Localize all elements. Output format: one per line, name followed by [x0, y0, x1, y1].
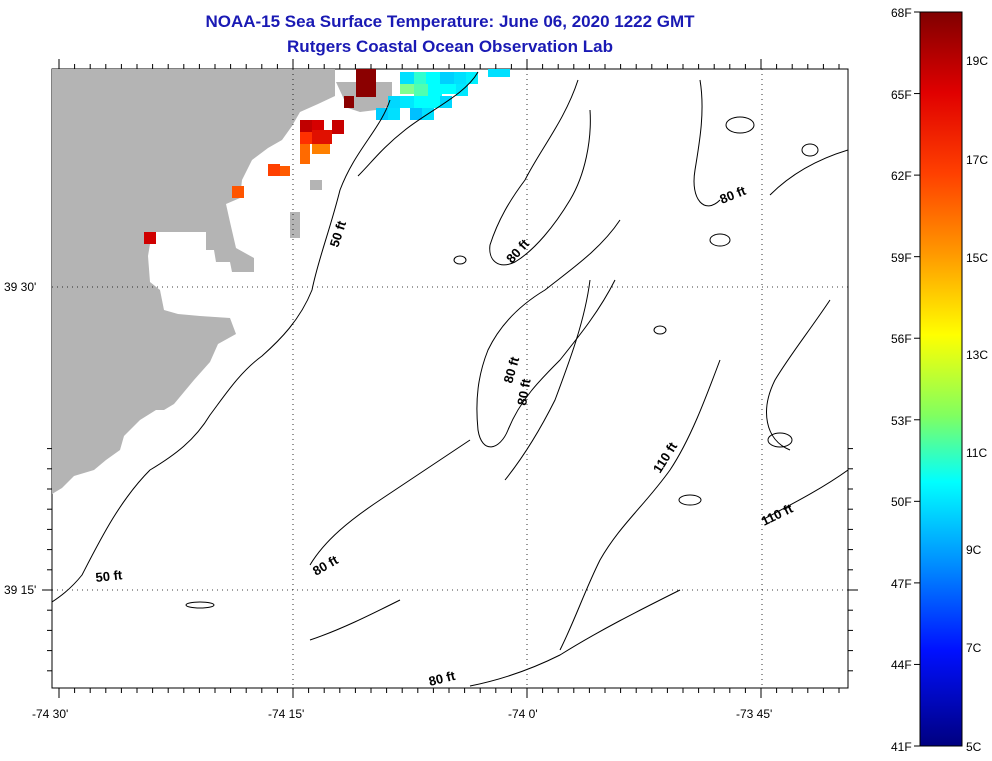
colorbar-gradient: [919, 11, 963, 747]
colorbar-f-label: 53F: [891, 414, 912, 428]
colorbar-c-label: 19C: [966, 54, 988, 68]
lon-label: -73 45': [736, 707, 772, 721]
lat-label: 39 30': [4, 280, 36, 294]
colorbar-f-label: 68F: [891, 6, 912, 20]
lon-label: -74 30': [32, 707, 68, 721]
land-patch: [96, 326, 140, 360]
graticule: [52, 69, 848, 688]
colorbar-f-label: 41F: [891, 740, 912, 754]
land-patch: [290, 212, 300, 238]
bathymetry-contours: [52, 71, 848, 687]
colorbar-f-label: 56F: [891, 332, 912, 346]
colorbar-f-label: 47F: [891, 577, 912, 591]
contour-label: 80 ft: [514, 377, 534, 407]
colorbar-f-label: 44F: [891, 658, 912, 672]
contour-label: 50 ft: [95, 567, 124, 585]
colorbar-f-label: 62F: [891, 169, 912, 183]
colorbar-f-label: 50F: [891, 495, 912, 509]
contour-label: 80 ft: [427, 668, 457, 689]
colorbar-c-label: 9C: [966, 543, 982, 557]
map-title: NOAA-15 Sea Surface Temperature: June 06…: [205, 12, 695, 31]
colorbar-f-label: 59F: [891, 251, 912, 265]
colorbar-c-label: 5C: [966, 740, 982, 754]
colorbar-f-label: 65F: [891, 88, 912, 102]
lon-label: -74 0': [508, 707, 538, 721]
land-mass: [52, 69, 335, 494]
axis-labels: 39 30' 39 15' -74 30' -74 15' -74 0' -73…: [4, 280, 772, 721]
lat-label: 39 15': [4, 583, 36, 597]
colorbar: 68F 65F 62F 59F 56F 53F 50F 47F 44F 41F …: [891, 6, 988, 754]
lon-label: -74 15': [268, 707, 304, 721]
land-patch: [310, 180, 322, 190]
colorbar-c-label: 15C: [966, 251, 988, 265]
colorbar-c-label: 11C: [966, 446, 987, 460]
colorbar-c-label: 17C: [966, 153, 988, 167]
colorbar-c-label: 13C: [966, 348, 988, 362]
sst-pixels: [144, 69, 510, 244]
colorbar-c-label: 7C: [966, 641, 982, 655]
map-subtitle: Rutgers Coastal Ocean Observation Lab: [287, 37, 613, 56]
contour-label: 80 ft: [500, 354, 522, 384]
axis-ticks: [42, 59, 858, 698]
contour-labels: 50 ft 80 ft 80 ft 80 ft 80 ft 80 ft 80 f…: [95, 183, 796, 689]
